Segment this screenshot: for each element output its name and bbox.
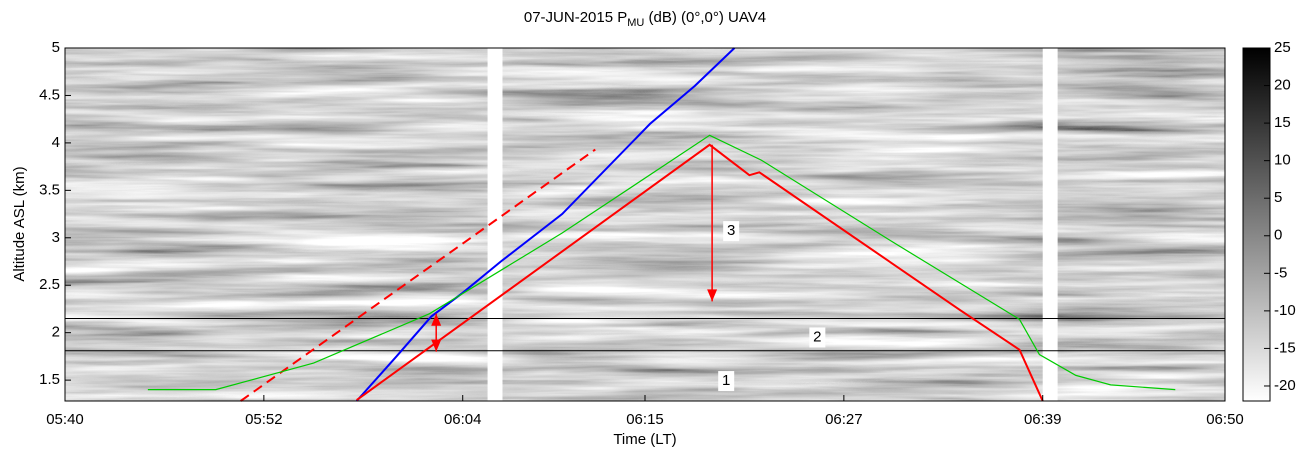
y-tick-label: 1.5 bbox=[39, 371, 60, 388]
trajectory-line bbox=[240, 148, 596, 402]
colorbar-tick-label: -15 bbox=[1274, 339, 1296, 356]
annotation: 3 bbox=[727, 222, 735, 239]
x-tick-label: 06:15 bbox=[626, 411, 664, 428]
colorbar-tick-label: 0 bbox=[1274, 227, 1282, 244]
arrow-head bbox=[431, 339, 442, 352]
colorbar-tick-label: 15 bbox=[1274, 114, 1291, 131]
title-sub: MU bbox=[627, 17, 644, 29]
x-tick-label: 06:04 bbox=[444, 411, 482, 428]
y-tick-label: 4 bbox=[52, 134, 60, 151]
colorbar-tick-label: 10 bbox=[1274, 152, 1291, 169]
data-gap bbox=[1042, 48, 1058, 401]
chart-title: 07-JUN-2015 PMU (dB) (0°,0°) UAV4 bbox=[524, 9, 766, 29]
annotation: 2 bbox=[813, 328, 821, 345]
title-rest: (dB) (0°,0°) UAV4 bbox=[644, 9, 766, 26]
y-tick-label: 4.5 bbox=[39, 86, 60, 103]
colorbar-tick-label: 5 bbox=[1274, 189, 1282, 206]
colorbar-tick-label: 25 bbox=[1274, 39, 1291, 56]
annotation-box bbox=[718, 371, 735, 392]
x-axis-label: Time (LT) bbox=[613, 431, 676, 448]
colorbar-tick-label: 20 bbox=[1274, 77, 1291, 94]
colorbar-tick-label: -5 bbox=[1274, 264, 1287, 281]
y-tick-label: 2.5 bbox=[39, 276, 60, 293]
y-tick-label: 2 bbox=[52, 324, 60, 341]
colorbar-tick-label: -10 bbox=[1274, 302, 1296, 319]
x-tick-label: 05:52 bbox=[245, 411, 283, 428]
data-gap bbox=[487, 48, 503, 401]
radar-image bbox=[65, 48, 1225, 401]
y-axis-label: Altitude ASL (km) bbox=[11, 166, 28, 281]
colorbar-tick-label: -20 bbox=[1274, 377, 1296, 394]
annotation: 1 bbox=[722, 372, 730, 389]
trajectory-line bbox=[356, 143, 1044, 402]
x-tick-label: 06:27 bbox=[825, 411, 863, 428]
trajectory-line bbox=[147, 134, 1176, 391]
x-tick-label: 06:39 bbox=[1024, 411, 1062, 428]
x-tick-label: 05:40 bbox=[46, 411, 84, 428]
y-tick-label: 5 bbox=[52, 39, 60, 56]
colorbar bbox=[1242, 47, 1271, 402]
annotation-box bbox=[723, 221, 740, 242]
trajectory-line bbox=[355, 47, 736, 402]
annotation-box bbox=[809, 327, 826, 348]
x-tick-label: 06:50 bbox=[1206, 411, 1244, 428]
arrow-head bbox=[707, 289, 718, 302]
title-main: 07-JUN-2015 P bbox=[524, 9, 627, 26]
y-tick-label: 3 bbox=[52, 229, 60, 246]
arrow-head bbox=[431, 313, 442, 326]
y-tick-label: 3.5 bbox=[39, 181, 60, 198]
